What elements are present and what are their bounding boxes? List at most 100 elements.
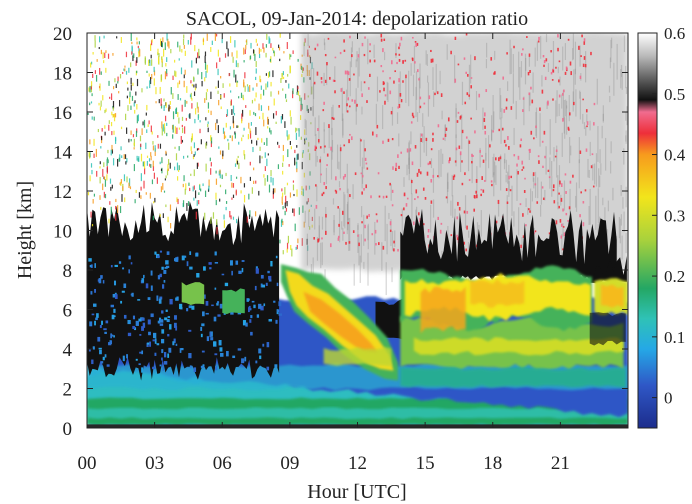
- noise-speckle: [141, 317, 145, 321]
- noise-speckle: [406, 197, 409, 200]
- noise-speckle: [88, 258, 92, 262]
- noise-speckle: [378, 242, 380, 246]
- noise-speckle: [361, 42, 364, 47]
- noise-speckle: [226, 350, 229, 357]
- noise-speckle: [204, 98, 206, 103]
- noise-speckle: [104, 125, 106, 129]
- noise-speckle: [165, 152, 167, 156]
- noise-speckle: [145, 192, 147, 195]
- noise-streak: [608, 85, 611, 93]
- noise-speckle: [335, 176, 337, 181]
- noise-speckle: [163, 269, 167, 274]
- noise-speckle: [403, 192, 406, 196]
- noise-speckle: [453, 174, 456, 178]
- noise-speckle: [282, 76, 285, 79]
- noise-speckle: [323, 182, 326, 186]
- noise-streak: [338, 161, 340, 170]
- noise-speckle: [582, 98, 584, 101]
- noise-speckle: [189, 94, 192, 98]
- noise-speckle: [437, 175, 439, 178]
- noise-speckle: [247, 86, 249, 92]
- noise-streak: [334, 66, 336, 80]
- noise-speckle: [267, 126, 269, 129]
- noise-speckle: [162, 284, 165, 289]
- noise-speckle: [160, 186, 162, 193]
- noise-streak: [325, 206, 327, 234]
- noise-speckle: [415, 189, 418, 194]
- noise-speckle: [332, 117, 335, 120]
- noise-streak: [367, 225, 369, 241]
- noise-speckle: [153, 172, 156, 179]
- noise-speckle: [130, 77, 132, 85]
- noise-speckle: [383, 87, 385, 92]
- noise-speckle: [219, 169, 221, 174]
- noise-speckle: [224, 135, 227, 139]
- noise-speckle: [208, 262, 212, 265]
- noise-speckle: [242, 134, 244, 138]
- noise-streak: [521, 237, 523, 267]
- noise-streak: [555, 219, 557, 233]
- noise-speckle: [231, 109, 233, 115]
- noise-speckle: [274, 188, 276, 193]
- noise-speckle: [260, 274, 264, 279]
- noise-speckle: [218, 99, 220, 106]
- noise-speckle: [100, 49, 102, 55]
- noise-speckle: [232, 216, 235, 220]
- noise-speckle: [98, 347, 102, 350]
- noise-speckle: [152, 165, 155, 171]
- noise-speckle: [152, 366, 156, 370]
- noise-speckle: [104, 109, 106, 114]
- noise-speckle: [110, 304, 115, 308]
- noise-speckle: [112, 105, 114, 109]
- noise-speckle: [267, 72, 270, 78]
- noise-speckle: [148, 73, 150, 77]
- noise-streak: [572, 48, 574, 61]
- noise-speckle: [562, 226, 565, 228]
- noise-speckle: [463, 241, 466, 245]
- noise-speckle: [440, 222, 443, 225]
- noise-speckle: [363, 53, 366, 57]
- noise-speckle: [476, 194, 478, 199]
- noise-speckle: [256, 43, 258, 46]
- noise-speckle: [231, 135, 233, 142]
- noise-speckle: [153, 201, 155, 204]
- noise-speckle: [129, 97, 131, 104]
- noise-speckle: [414, 198, 416, 201]
- noise-speckle: [541, 186, 544, 189]
- noise-speckle: [288, 134, 290, 140]
- noise-speckle: [375, 242, 377, 246]
- noise-speckle: [189, 187, 191, 192]
- noise-streak: [505, 159, 507, 174]
- noise-speckle: [360, 139, 362, 142]
- noise-speckle: [137, 299, 141, 301]
- noise-speckle: [447, 117, 450, 122]
- noise-streak: [616, 43, 618, 80]
- noise-speckle: [279, 239, 281, 244]
- noise-speckle: [242, 320, 247, 326]
- noise-speckle: [232, 56, 234, 63]
- noise-speckle: [255, 360, 258, 364]
- noise-speckle: [232, 115, 234, 124]
- noise-speckle: [169, 162, 171, 169]
- noise-speckle: [202, 311, 205, 317]
- noise-speckle: [126, 158, 128, 163]
- noise-streak: [525, 198, 527, 208]
- noise-speckle: [187, 39, 189, 45]
- noise-speckle: [111, 184, 113, 189]
- noise-speckle: [110, 186, 112, 191]
- noise-speckle: [325, 213, 327, 218]
- noise-streak: [468, 230, 470, 238]
- noise-speckle: [202, 39, 205, 42]
- noise-speckle: [190, 80, 192, 84]
- noise-speckle: [210, 91, 212, 100]
- noise-speckle: [456, 120, 459, 123]
- noise-speckle: [287, 135, 289, 141]
- noise-speckle: [475, 179, 478, 183]
- noise-speckle: [585, 109, 588, 113]
- noise-speckle: [177, 169, 180, 172]
- noise-streak: [447, 172, 449, 192]
- noise-speckle: [437, 124, 440, 128]
- noise-streak: [455, 103, 457, 139]
- noise-speckle: [203, 266, 206, 271]
- noise-speckle: [474, 130, 476, 134]
